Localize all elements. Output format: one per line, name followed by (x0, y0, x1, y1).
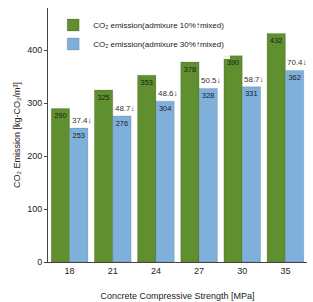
svg-text:30: 30 (237, 266, 247, 276)
svg-text:18: 18 (65, 266, 75, 276)
svg-text:35: 35 (280, 266, 290, 276)
svg-text:24: 24 (151, 266, 161, 276)
svg-text:378: 378 (184, 65, 196, 74)
svg-text:200: 200 (27, 151, 42, 161)
svg-text:CO₂ emission(admixure 30%↑mixe: CO₂ emission(admixure 30%↑mixed) (93, 40, 224, 49)
svg-text:100: 100 (27, 204, 42, 214)
svg-text:70.4↓: 70.4↓ (287, 58, 307, 67)
svg-text:0: 0 (37, 257, 42, 267)
svg-text:CO₂ emission(admixure 10%↑mixe: CO₂ emission(admixure 10%↑mixed) (93, 21, 224, 30)
svg-text:48.6↓: 48.6↓ (158, 89, 178, 98)
svg-text:37.4↓: 37.4↓ (72, 116, 92, 125)
svg-text:48.7↓: 48.7↓ (115, 104, 135, 113)
svg-text:300: 300 (27, 98, 42, 108)
svg-text:400: 400 (27, 45, 42, 55)
svg-text:CO₂ Emission [kg-CO₂/m³]: CO₂ Emission [kg-CO₂/m³] (12, 82, 22, 188)
svg-text:325: 325 (97, 93, 109, 102)
svg-text:304: 304 (159, 104, 171, 113)
svg-text:Concrete Compressive Strength: Concrete Compressive Strength [MPa] (100, 291, 254, 301)
svg-text:27: 27 (194, 266, 204, 276)
svg-text:290: 290 (54, 111, 66, 120)
svg-text:58.7↓: 58.7↓ (244, 75, 264, 84)
svg-text:362: 362 (288, 73, 300, 82)
svg-text:276: 276 (116, 119, 128, 128)
svg-text:432: 432 (270, 36, 282, 45)
svg-text:390: 390 (227, 58, 239, 67)
svg-text:328: 328 (202, 91, 214, 100)
svg-text:21: 21 (108, 266, 118, 276)
svg-text:50.5↓: 50.5↓ (201, 76, 221, 85)
svg-text:253: 253 (73, 131, 85, 140)
svg-text:353: 353 (141, 78, 153, 87)
svg-text:331: 331 (245, 89, 257, 98)
